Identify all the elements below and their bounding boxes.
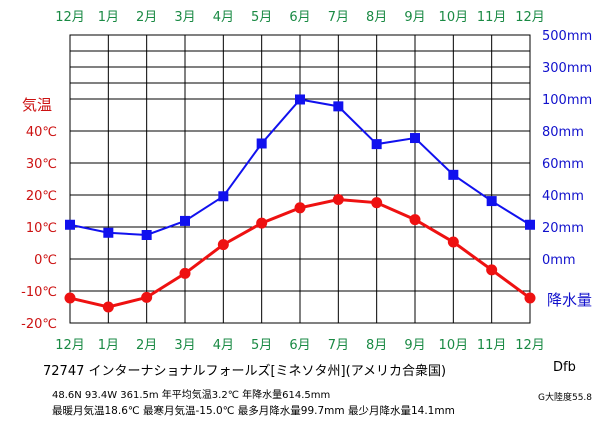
precipitation-point [371, 139, 382, 150]
precipitation-point [525, 219, 535, 230]
temperature-axis: 40℃ 30℃ 20℃ 10℃ 0℃ -10℃ -20℃ [21, 125, 57, 332]
station-extremes: 最暖月気温18.6℃ 最寒月気温-15.0℃ 最多月降水量99.7mm 最少月降… [52, 405, 455, 417]
month-label: 4月 [213, 10, 234, 25]
precipitation-point [333, 101, 344, 112]
temp-tick-label: 10℃ [26, 221, 57, 236]
precipitation-axis-label: 降水量 [547, 291, 592, 309]
month-label: 11月 [477, 10, 507, 25]
month-label: 2月 [136, 10, 157, 25]
precipitation-point [65, 219, 75, 230]
temp-tick-label: 0℃ [34, 253, 57, 268]
temperature-point [447, 236, 459, 248]
precip-tick-label: 80mm [542, 125, 584, 140]
month-label: 4月 [213, 338, 234, 353]
koppen-class: Dfb [553, 360, 576, 375]
month-label: 3月 [174, 338, 195, 353]
precipitation-point [141, 230, 152, 240]
temperature-point [371, 197, 383, 209]
month-label: 10月 [439, 338, 469, 353]
month-labels-bottom: 12月 1月 2月 3月 4月 5月 6月 7月 8月 9月 10月 11月 12月 [55, 338, 545, 353]
temperature-point [524, 292, 536, 304]
series-layer [64, 94, 536, 313]
temperature-point [256, 217, 268, 229]
month-label: 8月 [366, 10, 387, 25]
month-label: 9月 [404, 10, 425, 25]
month-label: 7月 [328, 10, 349, 25]
month-label: 1月 [98, 10, 119, 25]
station-title: 72747 インターナショナルフォールズ[ミネソタ州](アメリカ合衆国) [43, 364, 447, 379]
chart-grid [69, 34, 531, 324]
month-label: 5月 [251, 10, 272, 25]
month-label: 12月 [55, 338, 85, 353]
temperature-point [179, 267, 191, 279]
temp-tick-label: 30℃ [26, 157, 57, 172]
temp-tick-label: 40℃ [26, 125, 57, 140]
temperature-point [141, 291, 153, 303]
precip-tick-label: 0mm [542, 253, 576, 268]
month-label: 12月 [55, 10, 85, 25]
month-label: 5月 [251, 338, 272, 353]
month-label: 6月 [289, 338, 310, 353]
station-summary: 48.6N 93.4W 361.5m 年平均気温3.2℃ 年降水量614.5mm [52, 390, 331, 401]
precipitation-point [410, 133, 420, 144]
temperature-point [217, 239, 229, 251]
precip-tick-label: 100mm [542, 93, 592, 108]
month-label: 1月 [98, 338, 119, 353]
temperature-point [102, 301, 114, 313]
precipitation-point [448, 169, 459, 180]
temperature-point [486, 264, 498, 276]
temperature-point [332, 193, 344, 205]
month-label: 3月 [174, 10, 195, 25]
precipitation-point [256, 138, 267, 149]
month-labels-top: 12月 1月 2月 3月 4月 5月 6月 7月 8月 9月 10月 11月 12月 [55, 10, 545, 25]
temperature-point [409, 214, 421, 226]
temperature-point [294, 202, 306, 214]
temperature-axis-label: 気温 [22, 96, 52, 114]
temp-tick-label: 20℃ [26, 189, 57, 204]
precip-tick-label: 20mm [542, 221, 584, 236]
precipitation-axis: 500mm 300mm 100mm 80mm 60mm 40mm 20mm 0mm [542, 29, 592, 268]
precip-tick-label: 60mm [542, 157, 584, 172]
month-label: 9月 [404, 338, 425, 353]
temperature-point [64, 292, 76, 304]
precipitation-point [180, 215, 190, 226]
month-label: 7月 [328, 338, 349, 353]
precipitation-point [295, 94, 305, 105]
precipitation-point [486, 196, 497, 207]
month-label: 12月 [515, 10, 545, 25]
month-label: 11月 [477, 338, 507, 353]
month-label: 8月 [366, 338, 387, 353]
precip-tick-label: 300mm [542, 61, 592, 76]
precip-tick-label: 40mm [542, 189, 584, 204]
temp-tick-label: -10℃ [21, 285, 57, 300]
month-label: 12月 [515, 338, 545, 353]
precipitation-point [218, 191, 229, 202]
month-label: 6月 [289, 10, 310, 25]
precip-tick-label: 500mm [542, 29, 592, 44]
temp-tick-label: -20℃ [21, 317, 57, 332]
precipitation-point [103, 227, 114, 238]
continentality: G大陸度55.8 [538, 393, 593, 403]
month-label: 10月 [439, 10, 469, 25]
month-label: 2月 [136, 338, 157, 353]
